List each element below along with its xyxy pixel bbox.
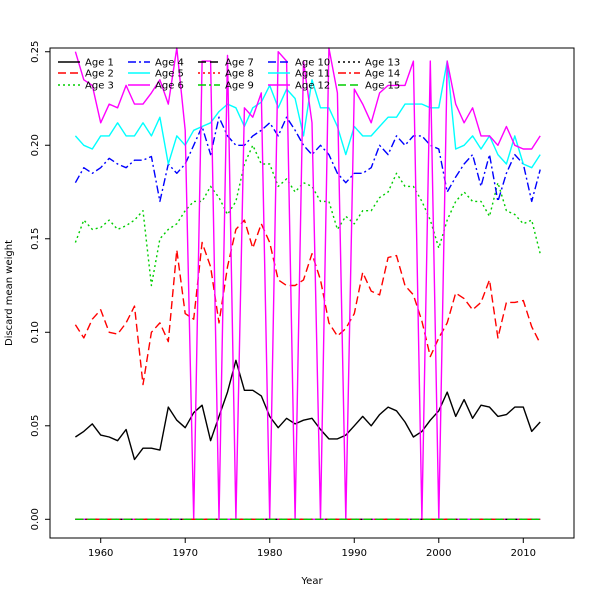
legend-label-5: Age 5: [155, 69, 184, 80]
y-tick-label-3: 0.15: [30, 228, 41, 250]
legend-label-4: Age 4: [155, 58, 184, 69]
y-tick-label-5: 0.25: [30, 41, 41, 63]
x-tick-label-4: 2000: [426, 548, 451, 559]
series-line-1: [75, 359, 541, 461]
legend-label-13: Age 13: [365, 58, 400, 69]
series-line-2: [74, 219, 541, 386]
legend-label-9: Age 9: [225, 81, 254, 92]
y-tick-label-0: 0.00: [30, 508, 41, 530]
legend-label-15: Age 15: [365, 81, 400, 92]
legend-label-10: Age 10: [295, 58, 330, 69]
legend-label-11: Age 11: [295, 69, 330, 80]
series-line-5: [74, 60, 541, 169]
y-tick-label-4: 0.20: [30, 134, 41, 156]
series-layer: [74, 47, 541, 520]
legend-label-2: Age 2: [85, 69, 114, 80]
legend-label-14: Age 14: [365, 69, 400, 80]
x-tick-label-5: 2010: [511, 548, 536, 559]
series-line-4: [74, 116, 541, 203]
x-axis-label: Year: [300, 576, 323, 587]
x-tick-label-1: 1970: [172, 548, 197, 559]
legend-label-8: Age 8: [225, 69, 254, 80]
x-tick-label-0: 1960: [88, 548, 113, 559]
legend-label-12: Age 12: [295, 81, 330, 92]
x-tick-label-3: 1990: [342, 548, 367, 559]
y-tick-label-2: 0.10: [30, 321, 41, 343]
legend-label-3: Age 3: [85, 81, 114, 92]
series-line-6: [74, 47, 541, 520]
legend-label-6: Age 6: [155, 81, 184, 92]
y-tick-label-1: 0.05: [30, 415, 41, 437]
legend-label-1: Age 1: [85, 58, 114, 69]
y-axis-label: Discard mean weight: [4, 240, 15, 346]
legend-label-7: Age 7: [225, 58, 254, 69]
y-axis: 0.00 0.05 0.10 0.15 0.20 0.25: [30, 41, 50, 530]
x-axis: 1960 1970 1980 1990 2000 2010: [88, 538, 536, 559]
x-tick-label-2: 1980: [257, 548, 282, 559]
plot-frame: [49, 47, 575, 539]
